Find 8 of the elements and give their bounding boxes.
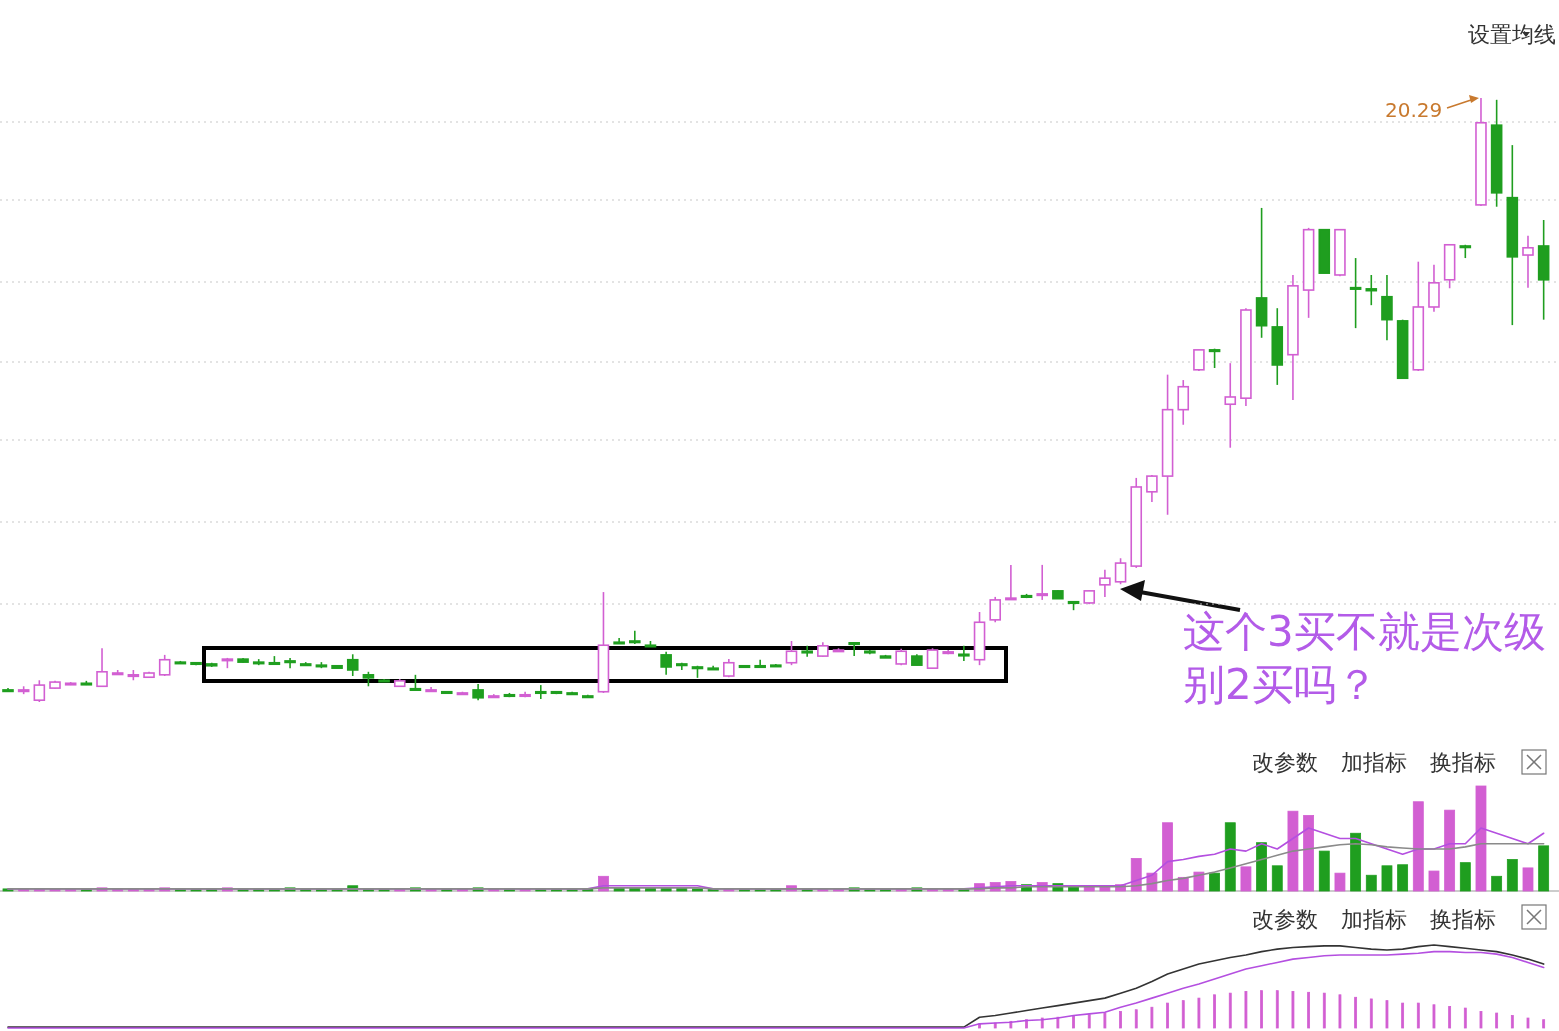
text: 加指标 (1341, 906, 1407, 934)
text: 改参数 (1252, 749, 1318, 777)
text: 换指标 (1430, 906, 1496, 934)
text: 换指标 (1430, 749, 1496, 777)
annotation: 20.29 (1385, 98, 1443, 122)
text: 加指标 (1341, 749, 1407, 777)
text: 改参数 (1252, 906, 1318, 934)
annotation: 这个3买不就是次级别2买吗？ (1183, 606, 1547, 711)
